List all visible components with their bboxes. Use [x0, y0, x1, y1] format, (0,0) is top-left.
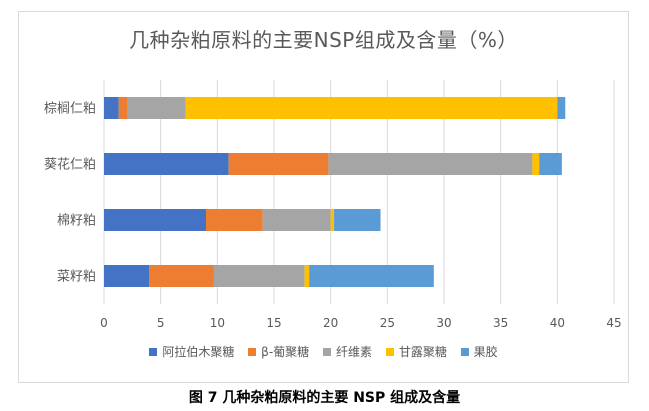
legend-label: 甘露聚糖 [398, 345, 447, 359]
legend-item-cellulose: 纤维素 [322, 343, 372, 360]
bar-segment [127, 97, 186, 119]
legend-swatch [385, 348, 394, 356]
x-tick-label: 10 [210, 316, 225, 330]
legend-swatch [322, 348, 331, 356]
bar-segment [334, 209, 381, 231]
x-tick-label: 0 [100, 316, 108, 330]
legend-label: 阿拉伯木聚糖 [162, 345, 235, 359]
legend-label: 纤维素 [335, 345, 372, 359]
bar-segment [539, 153, 562, 175]
figure-caption: 图 7 几种杂粕原料的主要 NSP 组成及含量 [188, 390, 461, 406]
x-tick-label: 45 [606, 316, 621, 330]
bar-segment [206, 209, 263, 231]
category-label: 棕榈仁粕 [44, 102, 96, 117]
category-label: 葵花仁粕 [44, 157, 96, 173]
legend-item-beta-glucan: β-葡聚糖 [248, 343, 309, 360]
bar-segment [309, 265, 434, 287]
bar-segment [328, 153, 533, 175]
category-label: 棉籽粕 [57, 214, 96, 229]
x-tick-label: 40 [550, 316, 565, 330]
bar-segment [149, 265, 214, 287]
bar-segment [104, 97, 119, 119]
x-tick-label: 25 [380, 316, 395, 330]
bar-segment [185, 97, 558, 119]
x-tick-label: 5 [157, 316, 165, 330]
bar-segment [262, 209, 331, 231]
legend-item-mannan: 甘露聚糖 [385, 343, 447, 360]
x-tick-label: 15 [266, 316, 281, 330]
legend-swatch [149, 348, 158, 356]
legend-item-arabinoxylan: 阿拉伯木聚糖 [149, 343, 234, 360]
category-label: 菜籽粕 [57, 270, 96, 285]
legend: 阿拉伯木聚糖 β-葡聚糖 纤维素 甘露聚糖 果胶 [18, 343, 629, 360]
legend-label: 果胶 [473, 345, 498, 359]
bar-segment [330, 209, 335, 231]
bar-segment [532, 153, 540, 175]
bar-segment [104, 265, 150, 287]
x-tick-label: 30 [436, 316, 451, 330]
chart-frame [18, 11, 629, 383]
x-tick-label: 35 [493, 316, 508, 330]
legend-swatch [460, 348, 469, 356]
x-axis-ticks: 0 5 10 15 20 25 30 35 40 45 [100, 316, 621, 330]
bar-segment [104, 209, 206, 231]
bar-segment [213, 265, 305, 287]
bar-segment [118, 97, 128, 119]
x-tick-label: 20 [323, 316, 338, 330]
bar-segment [228, 153, 329, 175]
bar-segment [104, 153, 229, 175]
bar-segment [304, 265, 310, 287]
chart-title: 几种杂粕原料的主要NSP组成及含量（%） [129, 28, 518, 52]
bar-segment [557, 97, 566, 119]
legend-label: β-葡聚糖 [261, 345, 310, 359]
legend-item-pectin: 果胶 [460, 343, 498, 360]
legend-swatch [248, 348, 257, 356]
bars [104, 97, 566, 287]
